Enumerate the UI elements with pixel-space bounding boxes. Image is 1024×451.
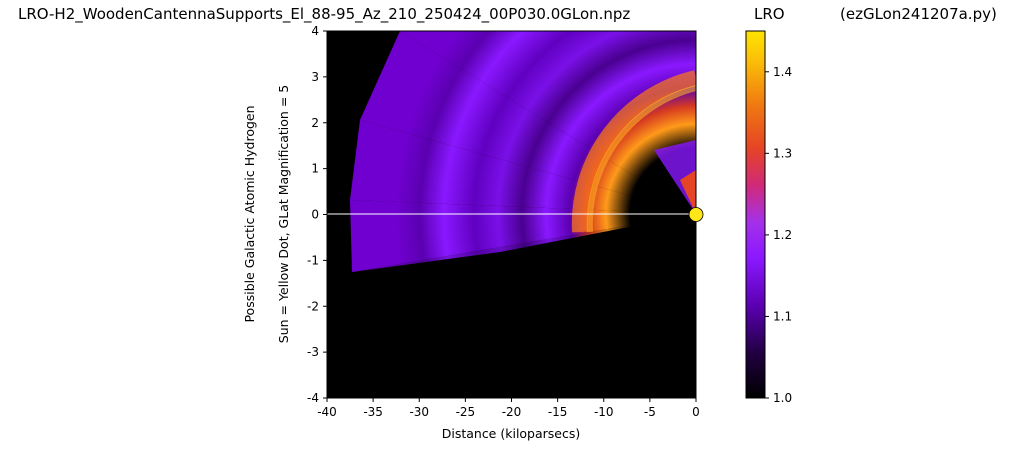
x-tick-label: -20 <box>502 405 522 419</box>
colorbar-tick-label: 1.4 <box>773 65 792 79</box>
y-tick-label: -3 <box>307 345 319 359</box>
colorbar-ticks: 1.0 1.1 1.2 1.3 1.4 <box>765 65 792 405</box>
y-tick-label: 2 <box>311 116 319 130</box>
y-axis-ticks: 4 3 2 1 0 -1 -2 -3 -4 <box>307 24 327 405</box>
colorbar <box>745 30 766 399</box>
x-tick-label: -10 <box>594 405 614 419</box>
sun-dot <box>688 207 704 222</box>
y-axis-label: Possible Galactic Atomic Hydrogen <box>242 105 257 322</box>
colorbar-tick-label: 1.1 <box>773 309 792 323</box>
x-tick-label: -5 <box>644 405 656 419</box>
script-name-title: (ezGLon241207a.py) <box>840 5 997 23</box>
y-tick-label: 0 <box>311 208 319 222</box>
heatmap-image <box>350 31 696 272</box>
y-tick-label: -1 <box>307 253 319 267</box>
colorbar-tick-label: 1.3 <box>773 146 792 160</box>
colorbar-tick-label: 1.0 <box>773 391 792 405</box>
y-axis-label-2: Sun = Yellow Dot, GLat Magnification = 5 <box>276 85 291 343</box>
colorbar-title: LRO <box>754 5 785 23</box>
y-tick-label: -4 <box>307 391 319 405</box>
x-tick-label: 0 <box>692 405 700 419</box>
x-tick-label: -30 <box>409 405 429 419</box>
x-tick-label: -35 <box>363 405 383 419</box>
y-tick-label: 1 <box>311 162 319 176</box>
y-tick-label: 3 <box>311 70 319 84</box>
chart-title: LRO-H2_WoodenCantennaSupports_El_88-95_A… <box>18 5 631 23</box>
x-axis-ticks: -40 -35 -30 -25 -20 -15 -10 -5 0 <box>317 398 700 419</box>
colorbar-tick-label: 1.2 <box>773 228 792 242</box>
x-tick-label: -15 <box>548 405 568 419</box>
x-axis-label: Distance (kiloparsecs) <box>442 426 581 441</box>
y-tick-label: -2 <box>307 299 319 313</box>
x-tick-label: -25 <box>456 405 476 419</box>
x-tick-label: -40 <box>317 405 337 419</box>
y-tick-label: 4 <box>311 24 319 38</box>
